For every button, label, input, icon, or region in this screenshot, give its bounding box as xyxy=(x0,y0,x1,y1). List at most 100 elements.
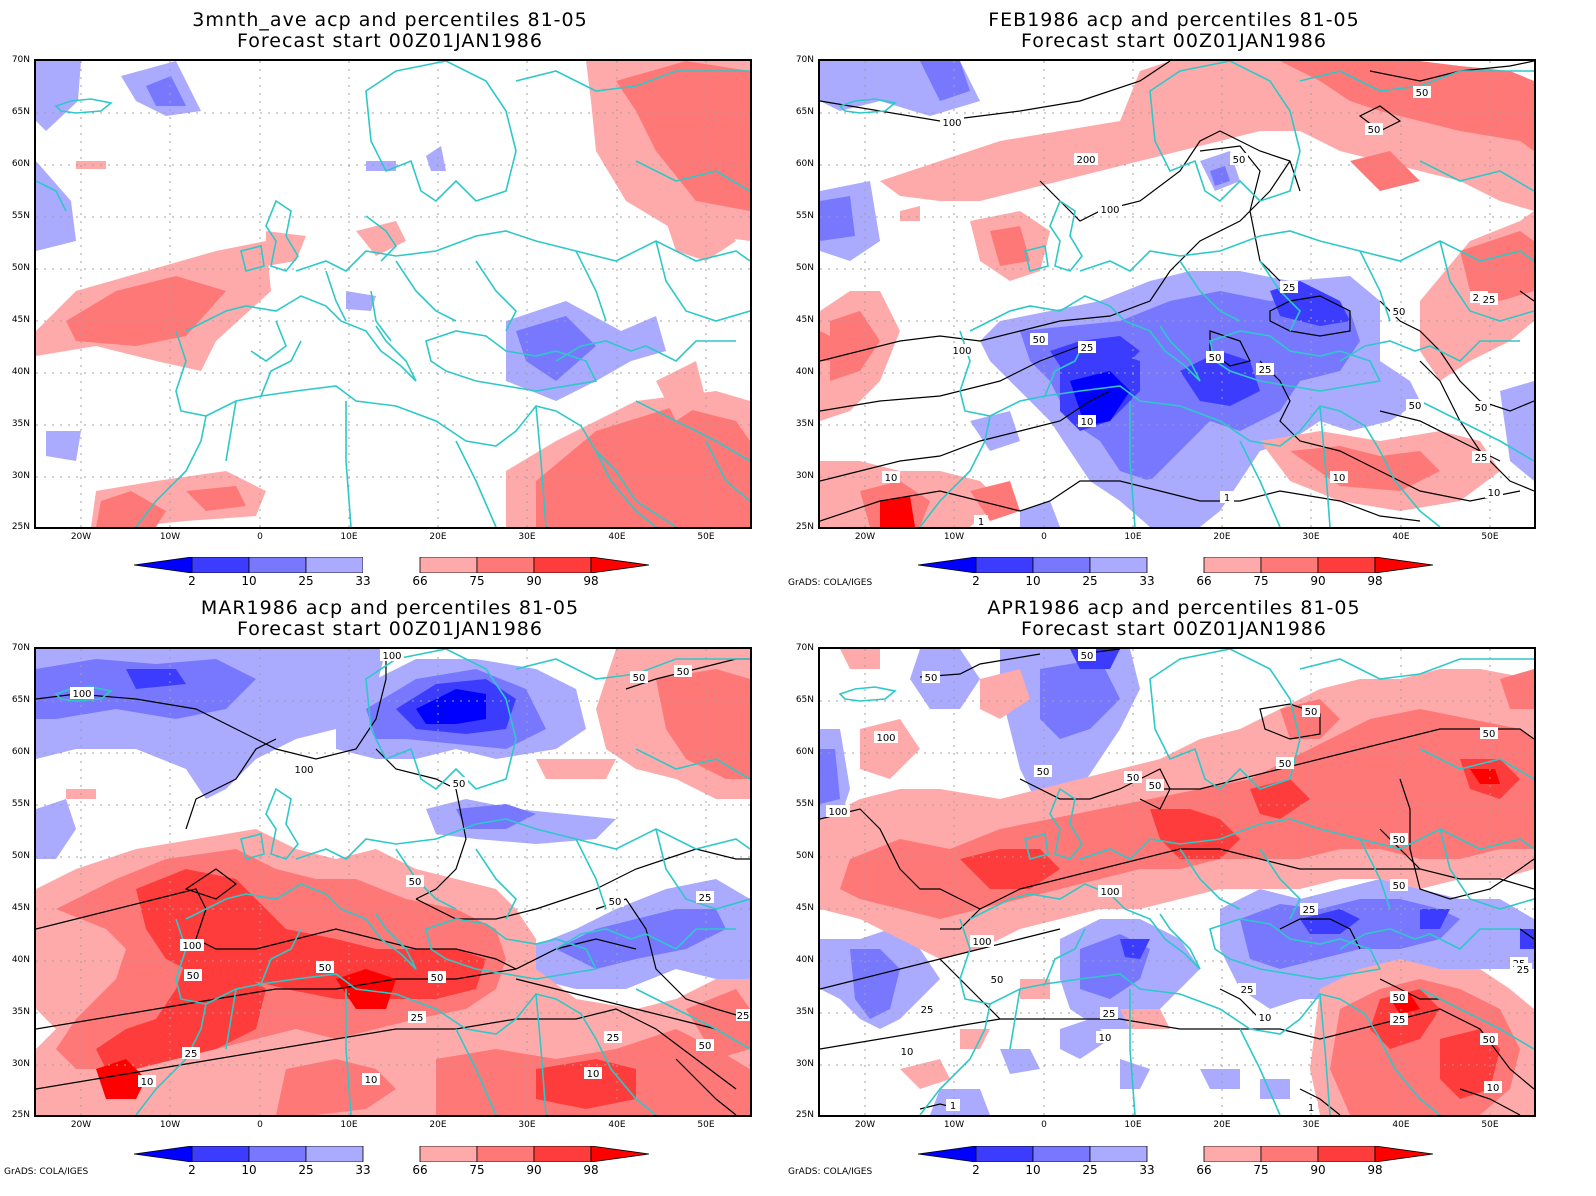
panel-title: 3mnth_ave acp and percentiles 81-05 Fore… xyxy=(0,10,780,52)
lat-label: 45N xyxy=(11,903,30,913)
colorbar-label: 90 xyxy=(1310,1163,1326,1177)
svg-text:25: 25 xyxy=(1517,965,1530,976)
lon-label: 20E xyxy=(1213,1120,1231,1130)
svg-text:50: 50 xyxy=(187,971,200,982)
lon-label: 0 xyxy=(257,1120,263,1130)
lat-label: 55N xyxy=(795,799,814,809)
contour-label: 100 xyxy=(826,805,850,818)
svg-text:25: 25 xyxy=(921,1005,934,1016)
svg-text:10: 10 xyxy=(365,1075,378,1086)
svg-text:50: 50 xyxy=(1368,125,1381,136)
title-line-1: APR1986 acp and percentiles 81-05 xyxy=(987,597,1361,619)
contour-label: 50 xyxy=(1390,879,1408,892)
colorbar-label: 33 xyxy=(355,1163,371,1177)
svg-text:50: 50 xyxy=(453,779,466,790)
svg-text:50: 50 xyxy=(431,973,444,984)
contour-label: 25 xyxy=(1300,903,1318,916)
lon-label: 40E xyxy=(1392,1120,1410,1130)
lat-label: 70N xyxy=(11,643,30,653)
title-line-1: MAR1986 acp and percentiles 81-05 xyxy=(200,597,580,619)
svg-text:50: 50 xyxy=(1279,759,1292,770)
lat-label: 40N xyxy=(11,367,30,377)
svg-text:100: 100 xyxy=(972,937,991,948)
panel-title: APR1986 acp and percentiles 81-05 Foreca… xyxy=(784,598,1564,640)
lat-label: 30N xyxy=(795,1059,814,1069)
contour-label: 25 xyxy=(408,1011,426,1024)
svg-text:10: 10 xyxy=(1488,488,1501,499)
svg-text:25: 25 xyxy=(411,1013,424,1024)
contour-label: 100 xyxy=(1098,203,1122,216)
svg-text:50: 50 xyxy=(1393,881,1406,892)
lon-label: 20E xyxy=(429,532,447,542)
contour-label: 50 xyxy=(1390,305,1408,318)
map-field: 50 50 100 50 50 50 50 50 100 50 50 100 5… xyxy=(820,649,1534,1115)
lon-label: 50E xyxy=(697,1120,715,1130)
colorbar-label: 10 xyxy=(241,574,257,588)
svg-text:25: 25 xyxy=(1393,1015,1406,1026)
contour-label: 50 xyxy=(606,895,624,908)
colorbar-label: 33 xyxy=(355,574,371,588)
contour-label: 50 xyxy=(1472,401,1490,414)
contour-label: 10 xyxy=(1256,1011,1274,1024)
lat-label: 35N xyxy=(11,1007,30,1017)
panel-feb1986: FEB1986 acp and percentiles 81-05 Foreca… xyxy=(784,0,1564,590)
svg-text:100: 100 xyxy=(182,941,201,952)
lon-label: 30E xyxy=(518,532,536,542)
contour-label: 10 xyxy=(1096,1031,1114,1044)
svg-text:25: 25 xyxy=(1483,295,1496,306)
svg-text:25: 25 xyxy=(1241,985,1254,996)
colorbar-label: 90 xyxy=(1310,574,1326,588)
svg-text:10: 10 xyxy=(141,1077,154,1088)
colorbar-label: 75 xyxy=(1253,574,1269,588)
contour-label: 50 xyxy=(428,971,446,984)
panel-apr1986: APR1986 acp and percentiles 81-05 Foreca… xyxy=(784,590,1564,1190)
lon-label: 0 xyxy=(1041,1120,1047,1130)
lon-label: 10E xyxy=(1124,1120,1142,1130)
contour-label: 1 xyxy=(1304,1101,1318,1114)
svg-text:25: 25 xyxy=(737,1011,750,1022)
map-field xyxy=(36,61,750,527)
colorbar-label: 90 xyxy=(526,1163,542,1177)
panel-mar1986: MAR1986 acp and percentiles 81-05 Foreca… xyxy=(0,590,780,1190)
contour-label: 50 xyxy=(1206,351,1224,364)
panel-title: FEB1986 acp and percentiles 81-05 Foreca… xyxy=(784,10,1564,52)
map-plot: 100 100 50 50 100 50 50 50 25 100 50 50 … xyxy=(34,647,752,1117)
panel-title: MAR1986 acp and percentiles 81-05 Foreca… xyxy=(0,598,780,640)
contour-label: 50 xyxy=(1413,86,1431,99)
contour-label: 25 xyxy=(1100,1007,1118,1020)
lat-label: 65N xyxy=(795,695,814,705)
svg-text:50: 50 xyxy=(1033,335,1046,346)
svg-text:100: 100 xyxy=(952,346,971,357)
svg-text:100: 100 xyxy=(828,807,847,818)
contour-label: 10 xyxy=(1485,486,1503,499)
contour-label: 25 xyxy=(1390,1013,1408,1026)
svg-text:50: 50 xyxy=(1483,1035,1496,1046)
lat-label: 50N xyxy=(795,851,814,861)
svg-text:100: 100 xyxy=(294,765,313,776)
contour-label: 100 xyxy=(970,935,994,948)
colorbar-label: 98 xyxy=(583,574,599,588)
grads-credit: GrADS: COLA/IGES xyxy=(4,1167,89,1177)
svg-text:25: 25 xyxy=(1259,365,1272,376)
lat-label: 65N xyxy=(795,107,814,117)
lat-label: 60N xyxy=(11,747,30,757)
colorbar-label: 2 xyxy=(972,1163,980,1177)
colorbar-label: 2 xyxy=(188,574,196,588)
contour-label: 10 xyxy=(1078,415,1096,428)
lat-label: 70N xyxy=(795,643,814,653)
lat-label: 35N xyxy=(795,1007,814,1017)
lon-label: 50E xyxy=(697,532,715,542)
svg-text:100: 100 xyxy=(876,733,895,744)
svg-text:10: 10 xyxy=(901,1047,914,1058)
contour-label: 1 xyxy=(974,515,988,527)
contour-label: 10 xyxy=(898,1045,916,1058)
contour-label: 50 xyxy=(1078,649,1096,662)
svg-text:50: 50 xyxy=(991,975,1004,986)
svg-text:50: 50 xyxy=(699,1041,712,1052)
svg-text:50: 50 xyxy=(1475,403,1488,414)
contour-label: 25 xyxy=(1280,281,1298,294)
contour-label: 25 xyxy=(1078,341,1096,354)
lat-label: 55N xyxy=(11,211,30,221)
colorbar-label: 98 xyxy=(1367,1163,1383,1177)
lat-label: 25N xyxy=(795,1110,814,1120)
